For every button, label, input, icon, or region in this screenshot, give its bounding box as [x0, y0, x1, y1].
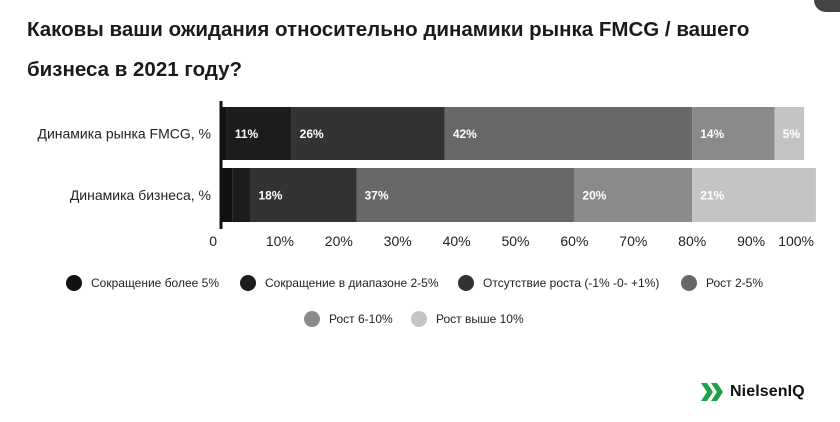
bar-segment [574, 168, 693, 222]
corner-icon[interactable] [814, 0, 840, 12]
bar-segment [692, 107, 775, 160]
stacked-bar-chart: Динамика рынка FMCG, % 11% 26% 42% 14% 5% Дина… [37, 101, 816, 249]
data-label: 21% [700, 189, 724, 203]
legend-item: Рост 6-10% [304, 311, 393, 327]
bar-segment [774, 107, 805, 160]
data-label: 26% [300, 127, 324, 141]
bar-segment [232, 168, 251, 222]
legend-item: Рост выше 10% [411, 311, 524, 327]
x-tick-label: 90% [737, 233, 765, 249]
bar-segment [221, 168, 233, 222]
legend-label: Сокращение более 5% [91, 276, 219, 290]
legend-swatch [66, 275, 82, 291]
legend-item: Сокращение в диапазоне 2-5% [240, 275, 439, 291]
bar-segment [692, 168, 816, 222]
x-tick-label: 70% [619, 233, 647, 249]
legend-item: Отсутствие роста (-1% -0- +1%) [458, 275, 659, 291]
legend-swatch [681, 275, 697, 291]
category-label: Динамика рынка FMCG, % [37, 126, 211, 142]
legend-swatch [458, 275, 474, 291]
category-label: Динамика бизнеса, % [70, 187, 211, 203]
x-tick-label: 30% [384, 233, 412, 249]
legend-swatch [304, 311, 320, 327]
bar-segment [291, 107, 445, 160]
data-label: 14% [700, 127, 724, 141]
data-label: 37% [364, 189, 388, 203]
data-label: 20% [582, 189, 606, 203]
x-tick-label: 0 [209, 233, 217, 249]
legend-swatch [240, 275, 256, 291]
bar-segment [250, 168, 357, 222]
bar-segment [226, 107, 292, 160]
x-tick-label: 10% [266, 233, 294, 249]
logo-text: NielsenIQ [730, 383, 805, 400]
bar-segment [221, 107, 227, 160]
nielseniq-logo: NielsenIQ [700, 380, 805, 404]
bar-segment [444, 107, 693, 160]
x-tick-label: 80% [678, 233, 706, 249]
data-label: 18% [258, 189, 282, 203]
legend-item: Рост 2-5% [681, 275, 763, 291]
x-tick-label: 100% [778, 233, 814, 249]
bar-segment [356, 168, 575, 222]
x-tick-label: 20% [325, 233, 353, 249]
legend-swatch [411, 311, 427, 327]
data-label: 11% [235, 127, 259, 141]
legend-item: Сокращение более 5% [66, 275, 219, 291]
legend-label: Отсутствие роста (-1% -0- +1%) [483, 276, 660, 290]
x-tick-label: 50% [501, 233, 529, 249]
legend-label: Рост 6-10% [329, 312, 393, 326]
legend-label: Сокращение в диапазоне 2-5% [265, 276, 439, 290]
data-label: 5% [783, 127, 801, 141]
nielseniq-logo-icon [701, 383, 723, 401]
legend-label: Рост 2-5% [706, 276, 763, 290]
x-tick-label: 60% [560, 233, 588, 249]
chart-title: Каковы ваши ожидания относительно динами… [27, 18, 750, 81]
data-label: 42% [453, 127, 477, 141]
x-tick-label: 40% [443, 233, 471, 249]
legend-label: Рост выше 10% [436, 312, 524, 326]
